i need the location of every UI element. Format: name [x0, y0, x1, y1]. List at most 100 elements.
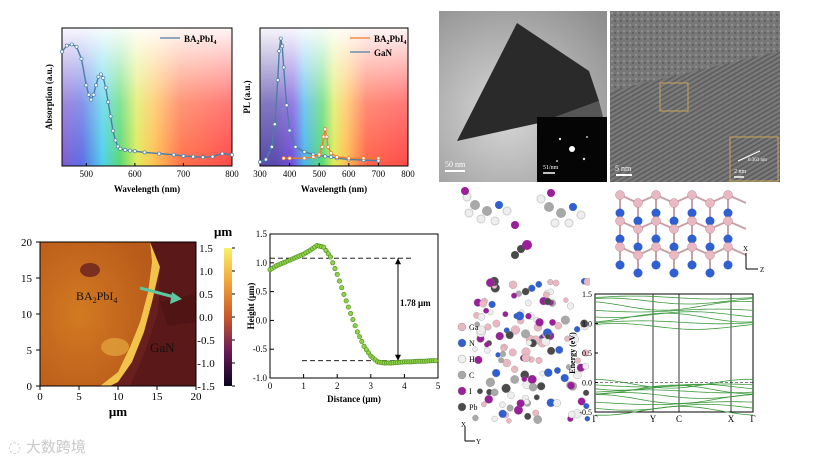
atom — [495, 331, 504, 341]
pl-ba2pbi4-point — [329, 151, 333, 156]
atom — [581, 349, 589, 357]
band-lines — [594, 294, 754, 416]
atom — [532, 409, 540, 417]
atom — [492, 319, 501, 328]
pl-gan-point — [269, 144, 274, 149]
atom — [524, 412, 532, 420]
atom — [521, 376, 528, 382]
band-line — [594, 383, 754, 391]
hybrid-axis-y: Y — [476, 438, 481, 446]
n-atom — [651, 234, 661, 244]
ga-atom — [705, 224, 715, 234]
afm-colorbar-tick: -1.0 — [197, 358, 215, 370]
absorption-x-tick: 500 — [80, 169, 94, 179]
absorption-point — [113, 138, 118, 143]
atom — [583, 277, 590, 286]
pl-gan-point — [284, 103, 289, 108]
pl-ba2pbi4-point — [335, 155, 339, 159]
n-atom — [687, 208, 697, 218]
height-y-tick: 1.5 — [256, 229, 268, 239]
pl-gan-point — [329, 155, 333, 159]
band-y-tick: 1.5 — [582, 290, 592, 299]
absorption-point — [101, 76, 106, 80]
hrtem-image: 0.363 nm 5 nm 2 nm — [610, 11, 780, 182]
height-y-label: Height (μm) — [246, 283, 256, 330]
atom — [544, 297, 552, 306]
pl-gan-point — [275, 78, 280, 83]
legend-label-ba2pbi4: BA2PbI4 — [184, 34, 217, 46]
ga-atom — [723, 216, 733, 226]
n-atom — [723, 260, 733, 270]
atom — [537, 382, 546, 391]
atom — [573, 370, 582, 380]
ga-atom — [669, 198, 679, 208]
absorption-x-label: Wavelength (nm) — [114, 184, 180, 194]
absorption-x-ticks: 500 600 700 800 — [80, 163, 239, 179]
band-y-tick: -0.5 — [579, 408, 592, 417]
atom — [490, 388, 499, 397]
atom — [560, 315, 570, 325]
tem-inset-scale: 51/nm — [543, 165, 559, 171]
atom — [484, 395, 493, 404]
height-annotation: 1.78 μm — [400, 298, 431, 308]
absorption-point — [157, 151, 162, 156]
absorption-point — [96, 74, 101, 79]
legend-atom-label: Ga — [469, 323, 479, 332]
band-y-tick: 0.0 — [582, 379, 592, 388]
atom — [582, 389, 590, 396]
atom — [491, 415, 498, 423]
pl-ba2pbi4-point — [317, 152, 322, 157]
height-point — [354, 329, 360, 335]
hrtem-inset-scale: 2 nm — [734, 169, 747, 175]
atom — [528, 383, 538, 392]
legend-atom-label: N — [469, 339, 475, 348]
absorption-point — [60, 49, 64, 54]
atom — [495, 352, 501, 358]
atom — [508, 280, 518, 289]
pl-x-tick: 800 — [401, 169, 415, 179]
atom — [506, 404, 514, 412]
atom — [524, 299, 532, 307]
ga-atom — [687, 242, 697, 252]
legend-atom-label: I — [469, 387, 472, 396]
height-profile-ticks: 0 1 2 3 4 5 -1.0 -0.5 0.0 0.5 1.0 1.5 — [253, 229, 441, 391]
ga-atom — [615, 190, 625, 200]
atom — [567, 381, 575, 390]
n-atom — [705, 242, 715, 252]
watermark-icon: ◌ — [8, 438, 22, 456]
pl-gan-point — [272, 122, 277, 127]
absorption-y-label: Absorption (a.u.) — [44, 64, 54, 130]
absorption-point — [108, 114, 113, 119]
absorption-point — [74, 44, 79, 49]
atom — [485, 278, 495, 288]
afm-colorbar-tick: -0.5 — [197, 335, 215, 347]
n-atom — [669, 268, 679, 278]
ga-atom — [687, 190, 697, 200]
ga-atom — [633, 250, 643, 260]
pl-x-tick: 700 — [372, 169, 386, 179]
pl-ba2pbi4-point — [287, 156, 292, 161]
atom — [516, 399, 525, 408]
height-point — [330, 260, 336, 266]
atom — [549, 319, 556, 326]
atom — [566, 302, 574, 310]
atom — [510, 325, 520, 335]
afm-label-ba2pbi4: BA2PbI4 — [76, 289, 117, 305]
atom — [476, 325, 486, 335]
atom — [564, 335, 571, 342]
atom — [565, 364, 572, 370]
absorption-point — [89, 97, 94, 102]
atom — [498, 409, 507, 418]
watermark: ◌ 大数跨境 — [8, 436, 86, 457]
ga-atom — [705, 250, 715, 260]
pl-ba2pbi4-point — [326, 144, 331, 149]
atom — [542, 291, 550, 299]
atom — [547, 346, 556, 355]
pl-x-tick: 600 — [342, 169, 356, 179]
height-point — [348, 310, 354, 316]
height-point — [341, 291, 347, 297]
absorption-chart: 500 600 700 800 BA2PbI4 Absorption (a.u.) W… — [44, 27, 239, 194]
atom — [535, 356, 543, 364]
